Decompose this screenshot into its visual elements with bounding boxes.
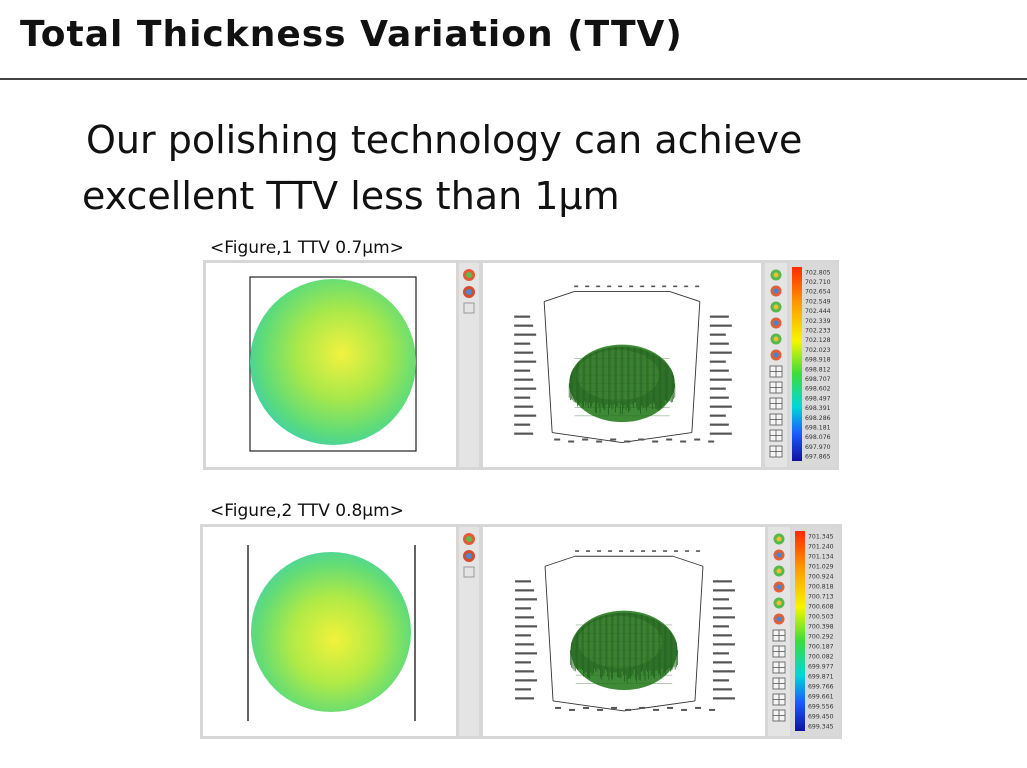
scale-label: 699.977 xyxy=(808,664,834,671)
zoom-icon[interactable] xyxy=(772,693,786,706)
scale-label: 700.713 xyxy=(808,594,834,601)
scale-label: 699.871 xyxy=(808,674,834,681)
surface-icon[interactable] xyxy=(770,285,782,297)
axis-icon[interactable] xyxy=(769,381,783,394)
scale-label: 702.128 xyxy=(805,337,831,344)
scale-label: 701.345 xyxy=(808,534,834,541)
axis-ticks xyxy=(515,550,735,711)
figure-2-thickness-map xyxy=(247,545,416,721)
scale-label: 698.286 xyxy=(805,415,831,422)
settings-icon[interactable] xyxy=(463,566,475,578)
figure-1-toolbar xyxy=(459,263,479,467)
figure-1-thickness-map xyxy=(249,276,417,452)
scale-label: 699.345 xyxy=(808,724,834,731)
print-icon[interactable] xyxy=(772,709,786,722)
figure-2-side-toolbar xyxy=(768,527,790,736)
scale-label: 702.339 xyxy=(805,318,831,325)
scale-label: 700.187 xyxy=(808,644,834,651)
scale-label: 702.444 xyxy=(805,308,831,315)
grid-icon[interactable] xyxy=(769,365,783,378)
figure-2-caption: <Figure,2 TTV 0.8µm> xyxy=(210,501,404,521)
figure-1-3d-plot xyxy=(514,285,732,443)
contour-3d-icon[interactable] xyxy=(773,597,785,609)
body-text: Our polishing technology can achieve exc… xyxy=(82,112,802,224)
figure-1-caption: <Figure,1 TTV 0.7µm> xyxy=(210,238,404,258)
figure-1-3d-view xyxy=(483,263,761,467)
box-icon[interactable] xyxy=(772,677,786,690)
scale-label: 697.865 xyxy=(805,454,831,461)
scale-label: 698.602 xyxy=(805,386,831,393)
scale-label: 698.076 xyxy=(805,434,831,441)
rotate-icon[interactable] xyxy=(770,269,782,281)
figure-2-3d-view xyxy=(483,527,765,736)
surface-icon[interactable] xyxy=(773,549,785,561)
scale-label: 700.503 xyxy=(808,614,834,621)
scale-label: 699.766 xyxy=(808,684,834,691)
figure-1-map-view xyxy=(206,263,456,467)
scale-label: 698.918 xyxy=(805,357,831,364)
figure-2-panel: 701.345 701.240 701.134 701.029 700.924 700.8… xyxy=(200,524,842,739)
mesh-icon[interactable] xyxy=(773,565,785,577)
scale-label: 702.710 xyxy=(805,279,831,286)
scale-label: 702.549 xyxy=(805,298,831,305)
zoom-icon[interactable] xyxy=(769,429,783,442)
view-icon[interactable] xyxy=(773,613,785,625)
scale-label: 702.233 xyxy=(805,327,831,334)
mesh-icon[interactable] xyxy=(770,301,782,313)
title-divider xyxy=(0,78,1027,80)
shade-icon[interactable] xyxy=(773,581,785,593)
wafer-map-1 xyxy=(250,279,416,445)
scale-label: 700.924 xyxy=(808,574,834,581)
scale-label: 700.818 xyxy=(808,584,834,591)
figure-1-side-toolbar xyxy=(765,263,787,467)
scale-label: 700.398 xyxy=(808,624,834,631)
view-icon[interactable] xyxy=(770,349,782,361)
scale-label: 700.608 xyxy=(808,604,834,611)
scale-label: 699.450 xyxy=(808,714,834,721)
scale-label: 698.812 xyxy=(805,366,831,373)
rotate-icon[interactable] xyxy=(773,533,785,545)
print-icon[interactable] xyxy=(769,445,783,458)
surface-mesh xyxy=(570,610,678,691)
figure-2-color-scale: 701.345 701.240 701.134 701.029 700.924 700.8… xyxy=(792,527,839,736)
box-icon[interactable] xyxy=(769,413,783,426)
scale-label: 699.556 xyxy=(808,704,834,711)
scale-label: 702.023 xyxy=(805,347,831,354)
scale-label: 698.181 xyxy=(805,424,831,431)
scale-label: 700.292 xyxy=(808,634,834,641)
scale-label: 701.240 xyxy=(808,544,834,551)
plot-frame xyxy=(544,555,704,712)
scale-label: 702.805 xyxy=(805,269,831,276)
figure-2-map-view xyxy=(203,527,456,736)
wafer-map-2 xyxy=(251,552,411,712)
scale-label: 701.029 xyxy=(808,564,834,571)
scale-label: 702.654 xyxy=(805,289,831,296)
figure-2-3d-plot xyxy=(515,550,735,712)
plot-frame xyxy=(543,291,701,443)
scale-label: 697.970 xyxy=(805,444,831,451)
surface-mesh xyxy=(568,344,676,423)
color-scale-bar xyxy=(795,531,805,731)
figure-1-color-scale: 702.805 702.710 702.654 702.549 702.444 702.3… xyxy=(789,263,836,467)
settings-icon[interactable] xyxy=(463,302,475,314)
table-icon[interactable] xyxy=(772,661,786,674)
axis-ticks xyxy=(514,285,732,443)
contour-3d-icon[interactable] xyxy=(770,333,782,345)
figure-2-toolbar xyxy=(459,527,479,736)
scale-label: 698.391 xyxy=(805,405,831,412)
body-line-2: excellent TTV less than 1µm xyxy=(82,174,620,218)
shade-icon[interactable] xyxy=(770,317,782,329)
scale-label: 698.497 xyxy=(805,395,831,402)
body-line-1: Our polishing technology can achieve xyxy=(86,118,803,162)
table-icon[interactable] xyxy=(769,397,783,410)
scale-label: 701.134 xyxy=(808,554,834,561)
figure-1-panel: 702.805 702.710 702.654 702.549 702.444 702.3… xyxy=(203,260,839,470)
color-scale-bar xyxy=(792,267,802,461)
axis-icon[interactable] xyxy=(772,645,786,658)
scale-label: 698.707 xyxy=(805,376,831,383)
scale-label: 700.082 xyxy=(808,654,834,661)
scale-label: 699.661 xyxy=(808,694,834,701)
slide-title: Total Thickness Variation (TTV) xyxy=(20,14,683,55)
grid-icon[interactable] xyxy=(772,629,786,642)
